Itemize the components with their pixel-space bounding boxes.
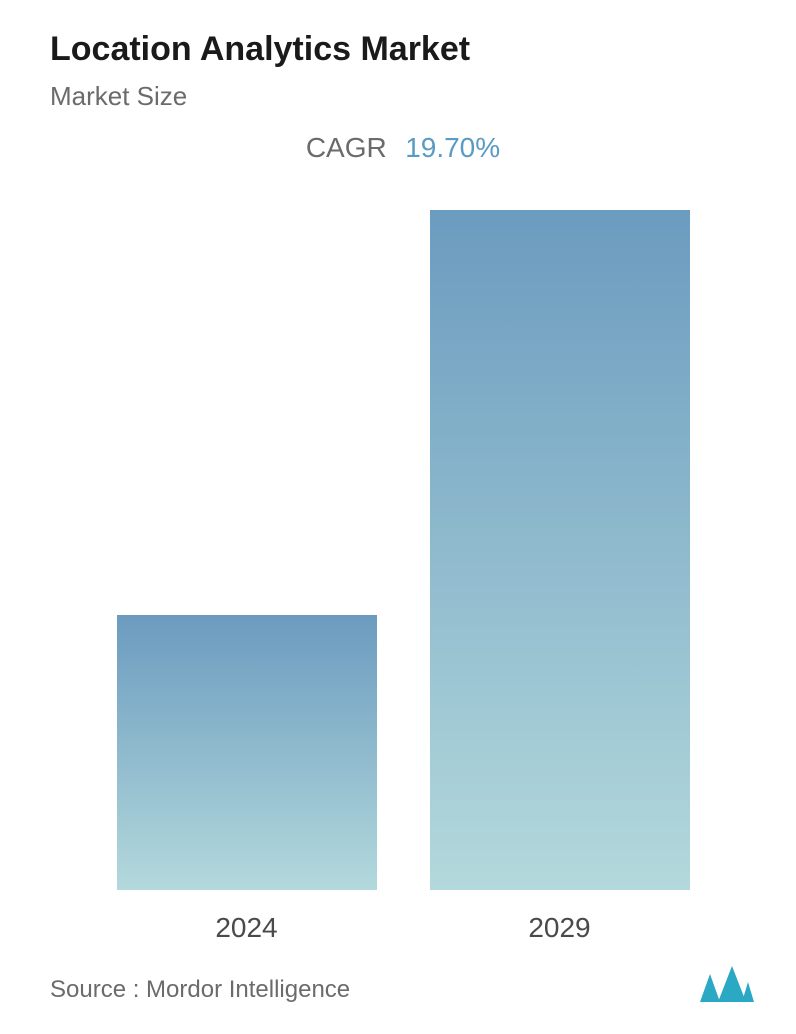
brand-logo: [698, 964, 756, 1004]
bar: [430, 210, 690, 890]
bar-category-label: 2024: [215, 912, 277, 944]
bar-group: 2029: [430, 210, 690, 944]
chart-subtitle: Market Size: [50, 81, 756, 112]
chart-footer: Source : Mordor Intelligence: [50, 964, 756, 1004]
chart-plot-area: 2024 2029: [50, 194, 756, 1004]
chart-title: Location Analytics Market: [50, 30, 756, 69]
cagr-value: 19.70%: [405, 132, 500, 164]
source-attribution: Source : Mordor Intelligence: [50, 976, 350, 1004]
chart-wrap: 2024 2029: [50, 194, 756, 1004]
cagr-label: CAGR: [306, 132, 387, 164]
cagr-row: CAGR 19.70%: [50, 132, 756, 164]
chart-container: Location Analytics Market Market Size CA…: [0, 0, 796, 1034]
bar-category-label: 2029: [528, 912, 590, 944]
logo-icon: [698, 964, 756, 1004]
bar: [117, 615, 377, 890]
bar-group: 2024: [117, 615, 377, 944]
